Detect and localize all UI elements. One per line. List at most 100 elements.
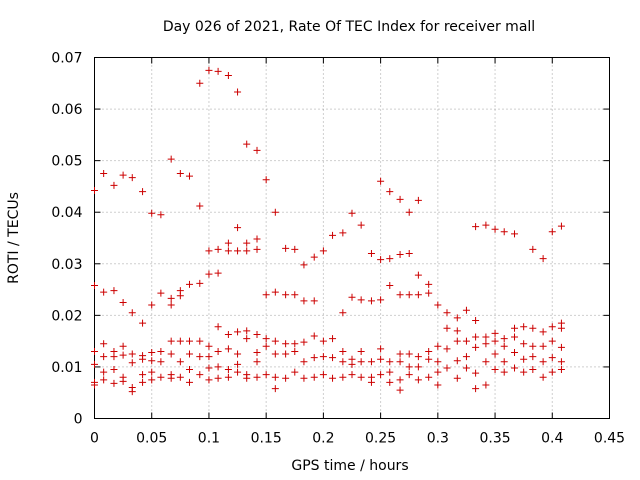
- data-point: [205, 270, 213, 278]
- data-point: [329, 231, 337, 239]
- data-point: [243, 247, 251, 255]
- data-point: [214, 245, 222, 253]
- data-point: [434, 358, 442, 366]
- data-point: [357, 358, 365, 366]
- data-point: [386, 188, 394, 196]
- data-point: [262, 371, 270, 379]
- data-point: [196, 279, 204, 287]
- x-tick-label: 0.2: [312, 431, 334, 447]
- data-point: [453, 337, 461, 345]
- data-point: [271, 373, 279, 381]
- data-point: [253, 146, 261, 154]
- data-point: [234, 247, 242, 255]
- data-point: [557, 324, 565, 332]
- y-tick-label: 0.07: [51, 51, 82, 67]
- data-point: [425, 289, 433, 297]
- data-point: [243, 327, 251, 335]
- data-point: [386, 358, 394, 366]
- data-point: [529, 245, 537, 253]
- data-point: [548, 337, 556, 345]
- data-point: [214, 67, 222, 75]
- data-point: [214, 347, 222, 355]
- data-point: [453, 327, 461, 335]
- data-point: [500, 342, 508, 350]
- data-point: [396, 358, 404, 366]
- data-point: [100, 170, 108, 178]
- data-point: [500, 228, 508, 236]
- data-point: [214, 323, 222, 331]
- data-point: [491, 350, 499, 358]
- data-point: [405, 371, 413, 379]
- data-point: [243, 239, 251, 247]
- data-point: [167, 374, 175, 382]
- data-point: [167, 337, 175, 345]
- data-point: [367, 378, 375, 386]
- data-point: [529, 342, 537, 350]
- data-point: [224, 330, 232, 338]
- data-point: [234, 328, 242, 336]
- data-point: [271, 208, 279, 216]
- data-point: [462, 337, 470, 345]
- data-point: [148, 357, 156, 365]
- data-point: [405, 291, 413, 299]
- data-point: [472, 369, 480, 377]
- data-point: [176, 170, 184, 178]
- data-point: [529, 324, 537, 332]
- y-tick-label: 0.05: [51, 154, 82, 170]
- x-tick-label: 0.1: [198, 431, 220, 447]
- data-point: [282, 374, 290, 382]
- data-point: [262, 176, 270, 184]
- data-point: [539, 342, 547, 350]
- data-point: [491, 366, 499, 374]
- data-point: [414, 271, 422, 279]
- data-point: [185, 378, 193, 386]
- data-point: [462, 306, 470, 314]
- data-point: [291, 368, 299, 376]
- data-point: [491, 329, 499, 337]
- data-point: [511, 348, 519, 356]
- data-point: [434, 342, 442, 350]
- data-point: [520, 340, 528, 348]
- data-point: [224, 366, 232, 374]
- data-point: [148, 301, 156, 309]
- x-tick-label: 0.05: [136, 431, 167, 447]
- data-point: [196, 79, 204, 87]
- data-point: [386, 281, 394, 289]
- data-point: [357, 347, 365, 355]
- data-point: [310, 354, 318, 362]
- data-point: [110, 379, 118, 387]
- data-point: [300, 358, 308, 366]
- data-point: [443, 309, 451, 317]
- data-point: [157, 211, 165, 219]
- data-point: [157, 373, 165, 381]
- data-point: [453, 357, 461, 365]
- data-point: [253, 373, 261, 381]
- data-point: [386, 368, 394, 376]
- data-point: [386, 378, 394, 386]
- data-point: [462, 353, 470, 361]
- data-point: [139, 371, 147, 379]
- data-point: [329, 335, 337, 343]
- data-point: [110, 353, 118, 361]
- data-point: [282, 291, 290, 299]
- x-tick-label: 0.4: [541, 431, 563, 447]
- data-point: [148, 209, 156, 217]
- data-point: [348, 360, 356, 368]
- x-tick-label: 0.35: [479, 431, 510, 447]
- data-point: [482, 381, 490, 389]
- data-point: [271, 288, 279, 296]
- data-point: [482, 333, 490, 341]
- data-point: [348, 371, 356, 379]
- data-point: [511, 333, 519, 341]
- data-point: [271, 385, 279, 393]
- y-tick-label: 0.01: [51, 360, 82, 376]
- data-point: [377, 256, 385, 264]
- data-point: [300, 374, 308, 382]
- data-point: [271, 350, 279, 358]
- data-point: [310, 297, 318, 305]
- data-point: [539, 358, 547, 366]
- data-point: [176, 337, 184, 345]
- data-point: [205, 376, 213, 384]
- data-point: [243, 374, 251, 382]
